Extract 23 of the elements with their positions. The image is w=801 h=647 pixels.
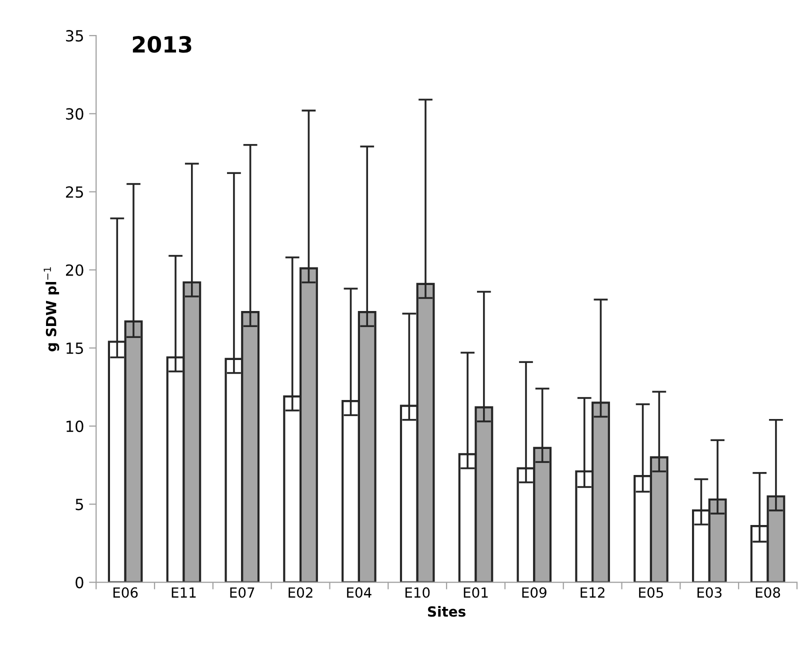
x-tick-label: E01 (464, 587, 488, 598)
y-tick-label: 35 (66, 30, 83, 42)
y-tick-label: 15 (66, 342, 83, 354)
x-tick-label: E02 (288, 587, 312, 598)
x-tick-label: E07 (230, 587, 254, 598)
x-tick-label: E04 (347, 587, 372, 598)
y-tick-label: 25 (66, 186, 83, 198)
chart-title: 2013 (132, 36, 192, 53)
x-tick-label: E10 (405, 587, 430, 598)
y-tick-label: 30 (66, 108, 84, 120)
y-tick-label: 0 (76, 576, 84, 588)
x-tick-label: E09 (522, 587, 546, 598)
y-tick-label: 20 (66, 264, 84, 276)
x-tick-label: E05 (639, 587, 663, 598)
y-tick-label: 5 (76, 498, 83, 510)
x-tick-label: E12 (580, 587, 604, 598)
x-tick-label: E11 (172, 587, 196, 598)
x-tick-label: E06 (113, 587, 138, 598)
x-tick-label: E08 (756, 587, 780, 598)
x-axis-title: Sites (428, 606, 466, 617)
x-tick-label: E03 (698, 587, 722, 598)
y-tick-label: 10 (66, 420, 84, 432)
y-axis-title: g SDW pl$^{−1}$ (44, 267, 60, 352)
